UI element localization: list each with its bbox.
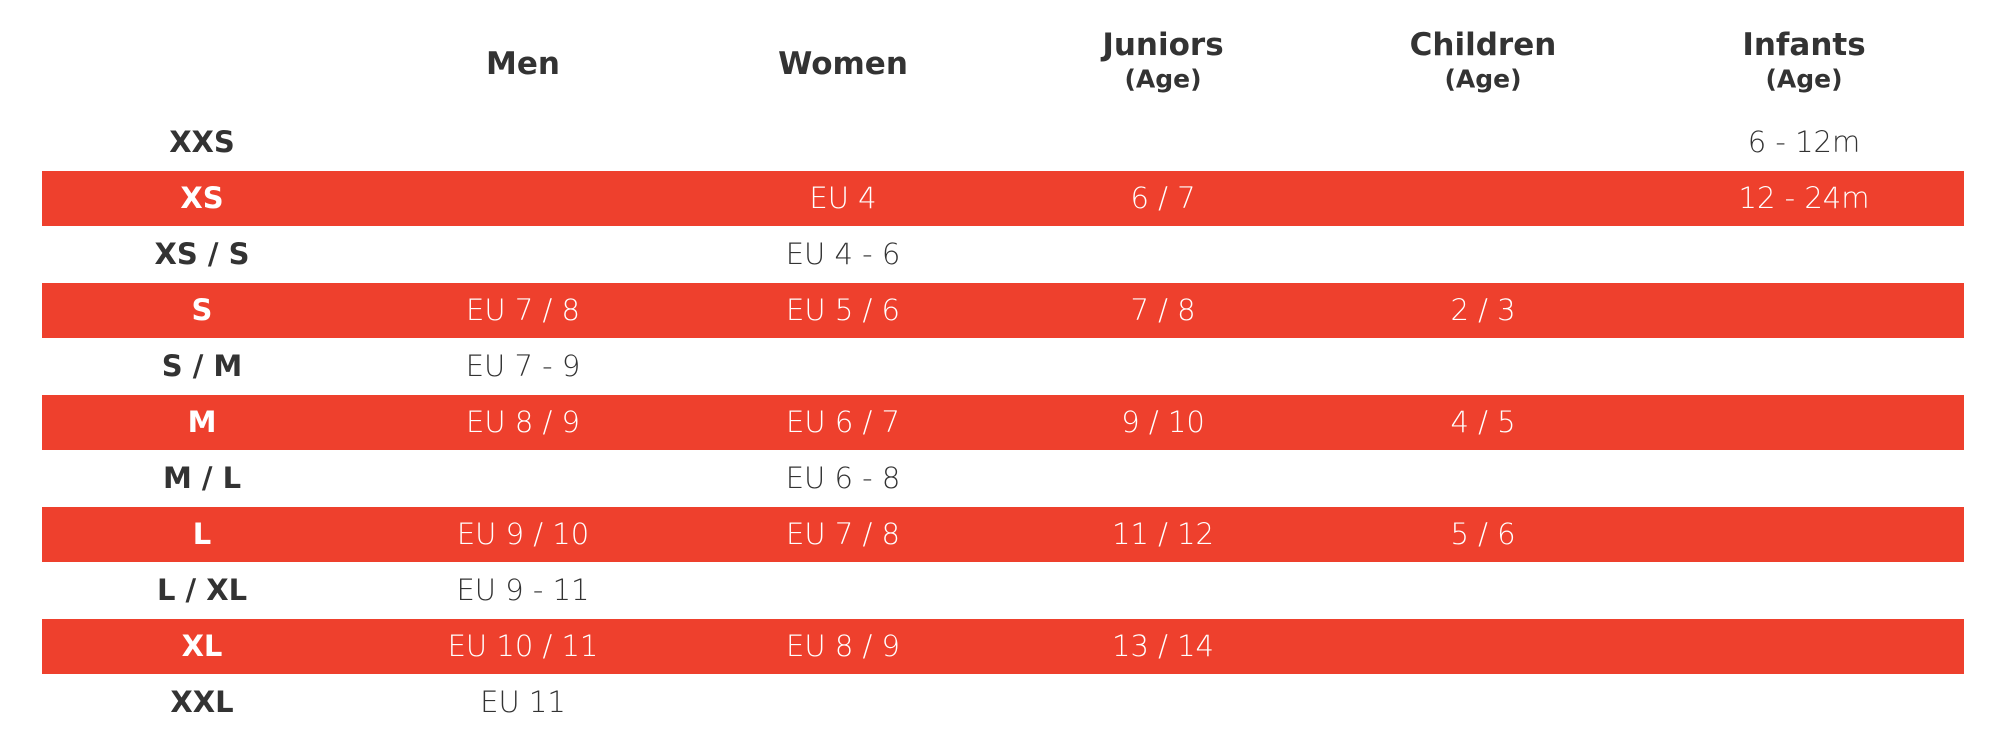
- size-label: L: [192, 517, 212, 551]
- size-label: M: [187, 405, 217, 439]
- size-cell: 4 / 5: [1450, 405, 1516, 439]
- column-header: Men: [486, 46, 560, 82]
- size-cell: EU 11: [480, 685, 566, 719]
- size-cell: 11 / 12: [1111, 517, 1215, 551]
- size-cell: EU 4 - 6: [785, 237, 901, 271]
- column-subheader: (Age): [1444, 64, 1522, 94]
- size-label: L / XL: [156, 573, 248, 607]
- column-header: Infants: [1742, 27, 1866, 63]
- size-cell: EU 6 - 8: [785, 461, 901, 495]
- size-cell: EU 8 / 9: [466, 405, 580, 439]
- row-band: [42, 507, 1964, 562]
- size-cell: 6 / 7: [1130, 181, 1196, 215]
- size-cell: EU 7 / 8: [466, 293, 580, 327]
- column-header: Children: [1409, 27, 1557, 63]
- size-cell: 6 - 12m: [1747, 125, 1861, 159]
- size-cell: EU 10 / 11: [447, 629, 599, 663]
- size-cell: 2 / 3: [1450, 293, 1516, 327]
- column-subheader: (Age): [1765, 64, 1843, 94]
- column-header: Juniors: [1102, 27, 1224, 63]
- column-subheader: (Age): [1124, 64, 1202, 94]
- size-cell: EU 7 - 9: [465, 349, 581, 383]
- size-label: XL: [181, 629, 223, 663]
- size-label: XS: [180, 181, 224, 215]
- row-band: [42, 395, 1964, 450]
- size-cell: EU 5 / 6: [786, 293, 900, 327]
- size-label: S / M: [161, 349, 243, 383]
- size-cell: 5 / 6: [1450, 517, 1516, 551]
- size-label: M / L: [162, 461, 242, 495]
- row-band: [42, 619, 1964, 674]
- size-cell: EU 9 / 10: [456, 517, 590, 551]
- size-cell: 7 / 8: [1130, 293, 1196, 327]
- size-cell: EU 9 - 11: [456, 573, 590, 607]
- column-header: Women: [778, 46, 908, 82]
- size-cell: EU 8 / 9: [786, 629, 900, 663]
- row-band: [42, 171, 1964, 226]
- size-cell: EU 4: [809, 181, 877, 215]
- row-band: [42, 283, 1964, 338]
- size-label: S: [191, 293, 213, 327]
- size-cell: 9 / 10: [1121, 405, 1205, 439]
- size-label: XS / S: [154, 237, 250, 271]
- size-label: XXS: [169, 125, 235, 159]
- size-cell: 13 / 14: [1111, 629, 1215, 663]
- size-label: XXL: [170, 685, 234, 719]
- size-cell: EU 6 / 7: [786, 405, 900, 439]
- size-cell: 12 - 24m: [1738, 181, 1870, 215]
- size-cell: EU 7 / 8: [786, 517, 900, 551]
